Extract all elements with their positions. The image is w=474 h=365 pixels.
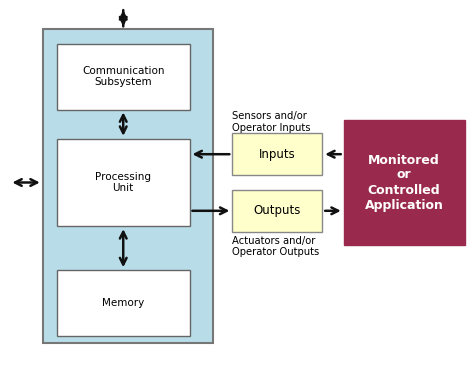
Bar [232, 133, 322, 175]
Bar [57, 270, 190, 336]
Text: Actuators and/or
Operator Outputs: Actuators and/or Operator Outputs [232, 235, 319, 257]
Bar [57, 139, 190, 226]
Bar [232, 190, 322, 232]
Bar [344, 120, 465, 245]
Text: Communication
Subsystem: Communication Subsystem [82, 66, 164, 88]
Text: Sensors and/or
Operator Inputs: Sensors and/or Operator Inputs [232, 111, 311, 133]
Bar [57, 44, 190, 110]
Text: Inputs: Inputs [259, 148, 296, 161]
Bar [43, 29, 213, 343]
Text: Processing
Unit: Processing Unit [95, 172, 151, 193]
Text: Monitored
or
Controlled
Application: Monitored or Controlled Application [365, 154, 444, 211]
Text: Memory: Memory [102, 298, 145, 308]
Text: Outputs: Outputs [254, 204, 301, 217]
